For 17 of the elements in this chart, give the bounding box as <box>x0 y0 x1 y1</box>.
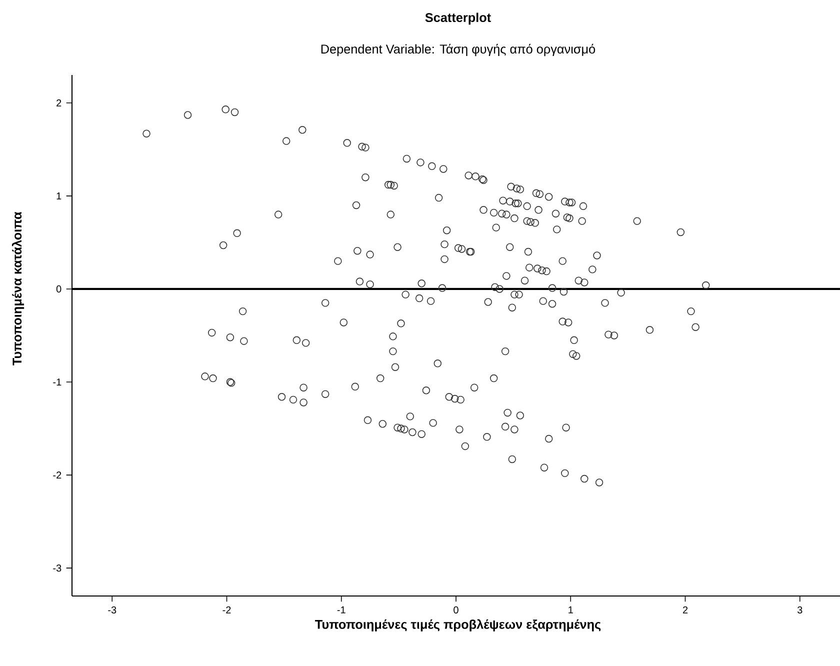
y-tick-label: -1 <box>53 378 62 386</box>
chart-title: Scatterplot <box>425 12 491 25</box>
y-tick-label: 2 <box>56 99 62 106</box>
x-axis-title: Τυποποιημένες τιμές προβλέψεων εξαρτημένης <box>315 619 601 632</box>
x-tick-label: 3 <box>797 606 802 614</box>
x-tick-label: -1 <box>337 606 346 614</box>
y-tick-label: 0 <box>56 285 62 293</box>
y-tick-label: -2 <box>53 472 62 479</box>
x-tick-label: -2 <box>222 606 231 614</box>
y-tick-label: 1 <box>56 192 62 200</box>
x-tick-label: 0 <box>454 606 458 614</box>
y-axis-title: Τυποποιημένα κατάλοιπα <box>12 212 24 366</box>
y-tick-label: -3 <box>53 564 62 572</box>
x-tick-label: 2 <box>682 606 688 614</box>
x-tick-label: 1 <box>568 606 573 614</box>
chart-subtitle: Dependent Variable: Τάση φυγής από οργανισμό <box>321 44 596 56</box>
x-tick-label: -3 <box>108 606 116 614</box>
